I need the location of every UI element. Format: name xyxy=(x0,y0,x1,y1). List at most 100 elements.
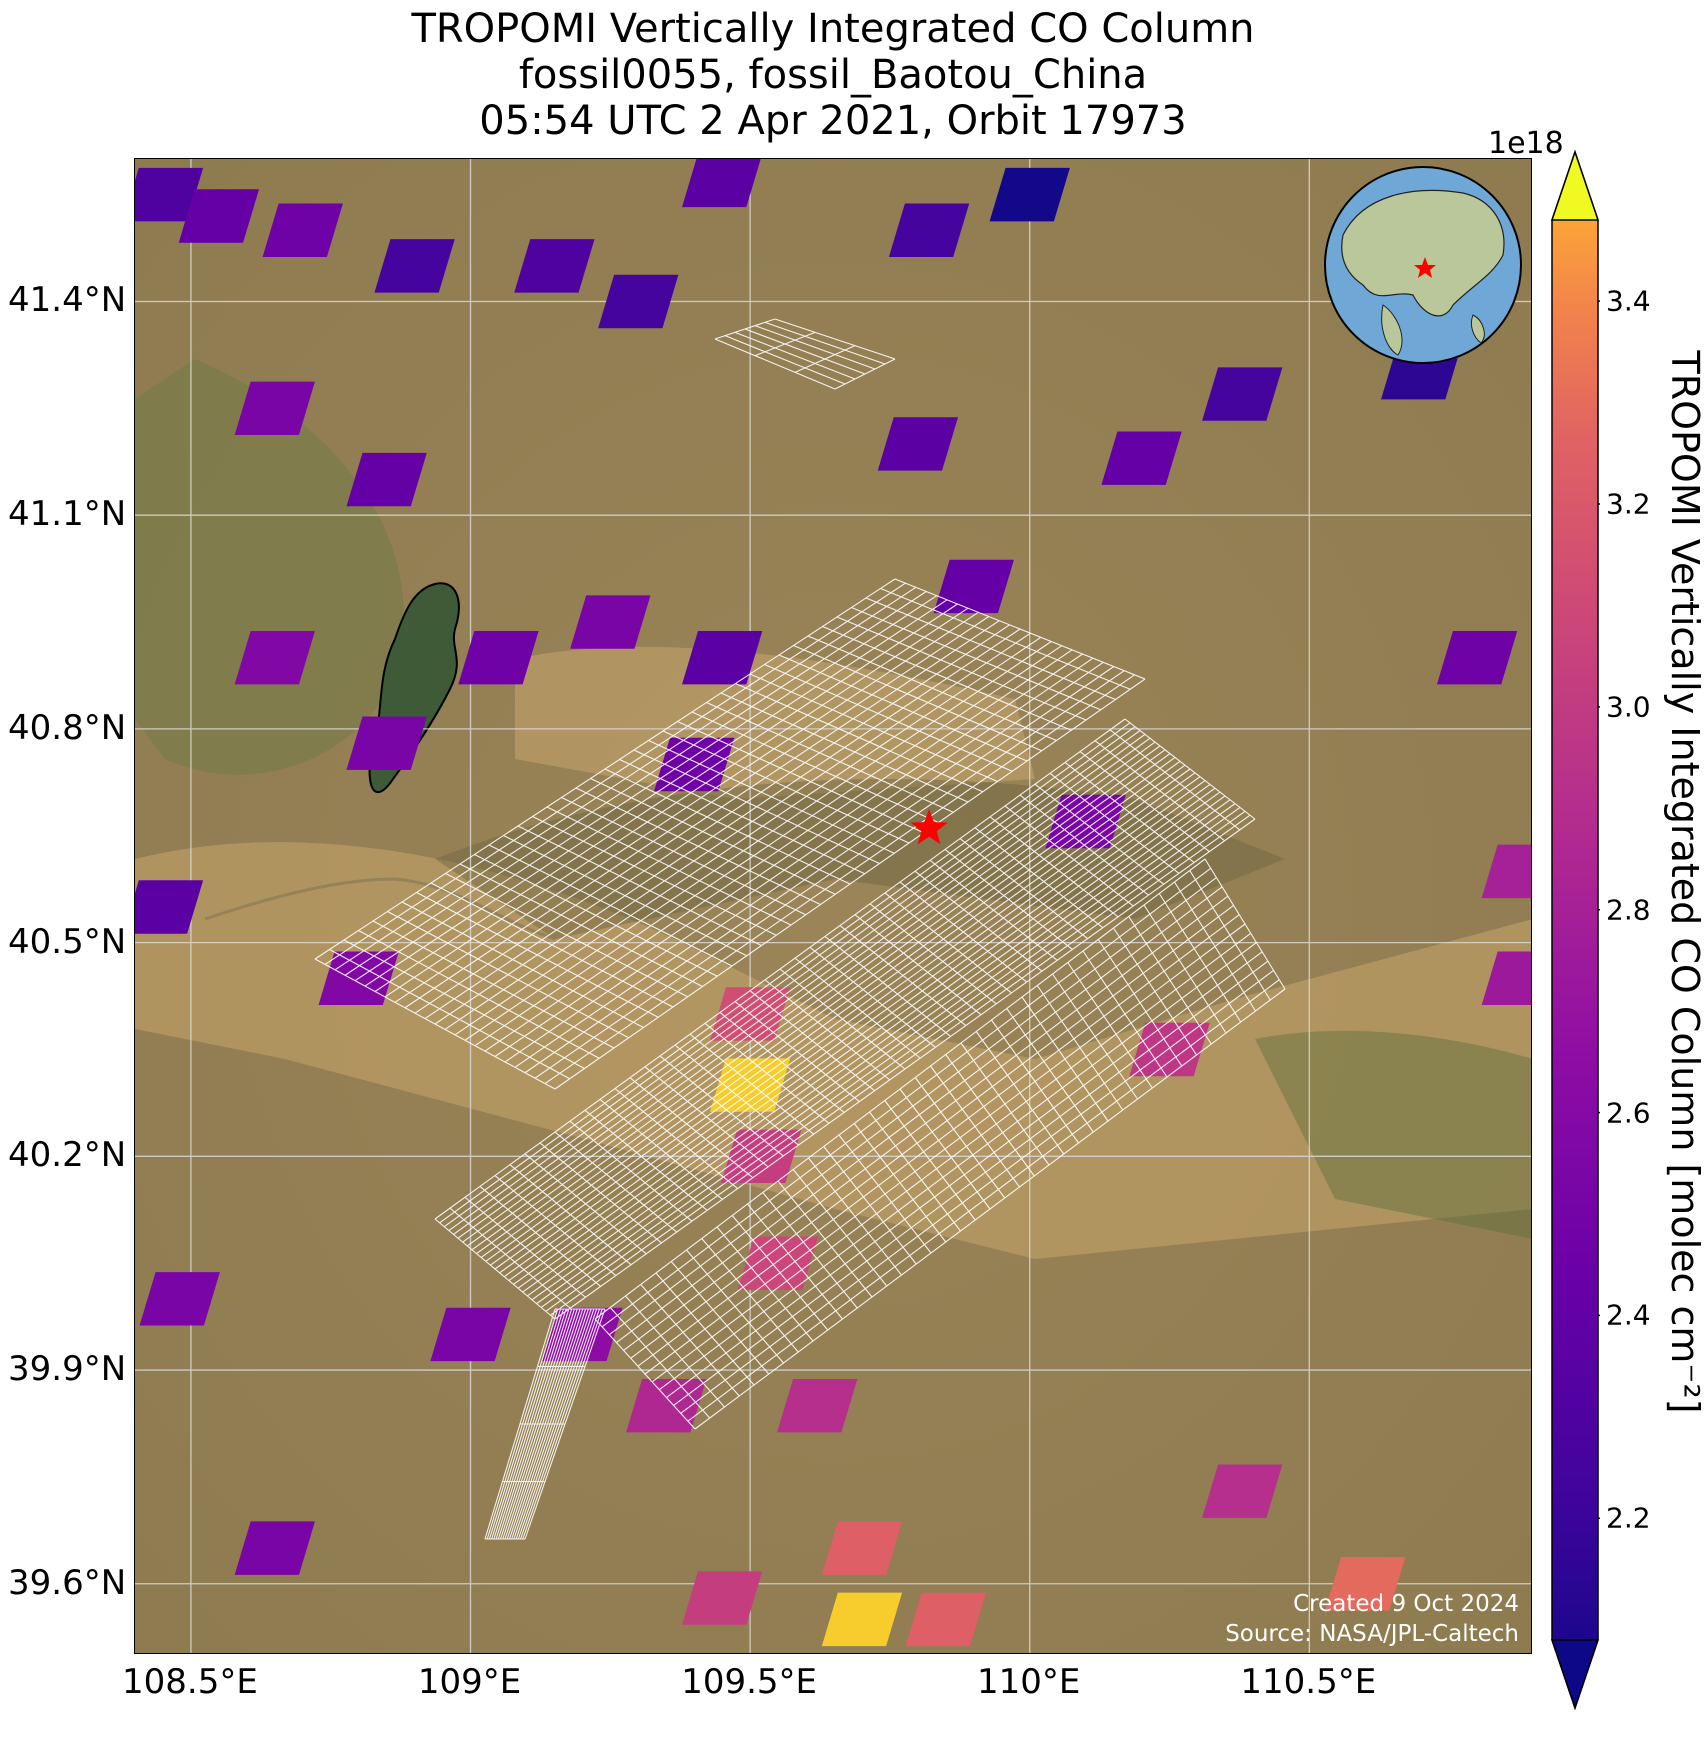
colorbar xyxy=(1550,150,1600,1710)
footprint-mesh-line xyxy=(616,886,1223,1344)
colorbar-tick-label: 2.8 xyxy=(1606,893,1651,927)
target-star-marker xyxy=(910,809,948,845)
footprint-mesh-line xyxy=(484,1308,556,1540)
footprint-mesh-line xyxy=(364,599,948,987)
co-pixel xyxy=(1481,844,1531,899)
footprint-mesh-line xyxy=(734,331,856,380)
colorbar-tick-label: 2.6 xyxy=(1606,1096,1651,1130)
co-pixel xyxy=(1202,1464,1283,1518)
map-panel: Created 9 Oct 2024 Source: NASA/JPL-Calt… xyxy=(134,158,1532,1654)
footprint-mesh-line xyxy=(503,776,1201,1278)
co-pixel xyxy=(458,630,539,685)
footprint-mesh-line xyxy=(834,358,896,390)
footprint-mesh-line xyxy=(448,730,1141,1231)
basemap-green-north xyxy=(135,359,404,775)
footprint-mesh-line xyxy=(439,722,1131,1224)
footprint-mesh-line xyxy=(524,1308,606,1540)
footprint-mesh-line xyxy=(630,904,1234,1359)
map-canvas xyxy=(135,159,1531,1653)
footprint-mesh-line xyxy=(494,653,1083,1057)
co-pixel xyxy=(346,452,427,507)
footprint-mesh-line xyxy=(531,799,1231,1301)
footprint-mesh-line xyxy=(754,331,816,357)
title-line-1: TROPOMI Vertically Integrated CO Column xyxy=(411,6,1255,52)
footprint-mesh-line xyxy=(466,745,1161,1247)
footprint-mesh-line xyxy=(608,877,1217,1336)
created-date-label: Created 9 Oct 2024 xyxy=(1293,1591,1519,1617)
basemap-desert-band xyxy=(135,842,1531,1259)
co-pixel xyxy=(178,189,260,243)
footprint-mesh-line xyxy=(594,858,1206,1320)
x-tick-label: 108.5°E xyxy=(121,1662,258,1702)
footprint-mesh-line xyxy=(514,661,1104,1068)
footprint-mesh-line xyxy=(522,1308,603,1540)
footprint-mesh-line xyxy=(490,764,1186,1266)
footprint-mesh-line xyxy=(480,757,1176,1258)
colorbar-tick-label: 3.0 xyxy=(1606,690,1651,724)
footprint-mesh-line xyxy=(526,795,1226,1297)
footprint-mesh-line xyxy=(394,611,979,1003)
co-pixel xyxy=(777,1378,858,1433)
y-tick-label: 41.1°N xyxy=(8,494,127,535)
colorbar-tick-label: 2.4 xyxy=(1606,1298,1651,1332)
co-pixel xyxy=(1325,1557,1406,1611)
colorbar-body xyxy=(1551,150,1599,1710)
footprint-mesh-line xyxy=(513,1308,592,1540)
co-pixel xyxy=(234,381,315,436)
footprint-mesh-line xyxy=(714,338,836,390)
co-pixel xyxy=(877,417,959,471)
footprint-mesh-line xyxy=(454,636,1042,1036)
footprint-mesh-line xyxy=(658,942,1257,1391)
y-tick-label: 39.9°N xyxy=(8,1349,127,1390)
footprint-mesh-line xyxy=(471,749,1166,1251)
colorbar-label: TROPOMI Vertically Integrated CO Column … xyxy=(1663,350,1707,1414)
title-line-2: fossil0055, fossil_Baotou_China xyxy=(518,52,1148,98)
x-tick-label: 110°E xyxy=(977,1662,1081,1702)
footprint-mesh-line xyxy=(443,726,1136,1228)
footprint-mesh-line xyxy=(462,741,1156,1243)
footprint-mesh-line xyxy=(754,325,876,370)
footprint-mesh-line xyxy=(554,818,1256,1320)
co-pixel xyxy=(682,1571,763,1625)
footprint-mesh-line xyxy=(508,780,1206,1281)
footprint-mesh-line xyxy=(500,1308,575,1540)
co-pixel xyxy=(1101,431,1182,485)
co-pixel xyxy=(234,630,315,685)
basemap-green-east xyxy=(1255,1030,1531,1239)
footprint-mesh-line xyxy=(536,803,1236,1305)
co-pixel xyxy=(888,203,970,257)
co-pixel xyxy=(514,239,595,293)
footprint-mesh-line xyxy=(517,787,1216,1289)
footprint-mesh-line xyxy=(434,718,1126,1220)
footprint-mesh-line xyxy=(554,678,1146,1090)
footprint-mesh-line xyxy=(404,616,990,1009)
co-pixel xyxy=(1202,367,1283,421)
footprint-mesh-line xyxy=(476,753,1171,1255)
footprint-mesh-line xyxy=(517,1308,598,1540)
inset-landmass-south xyxy=(1381,304,1403,356)
co-pixel xyxy=(821,1592,903,1647)
footprint-mesh-line xyxy=(485,760,1181,1262)
co-pixel xyxy=(234,1521,315,1575)
y-tick-label: 40.2°N xyxy=(8,1135,127,1176)
co-pixels xyxy=(135,159,1531,1647)
footprint-mesh-line xyxy=(354,595,937,982)
footprint-mesh-line xyxy=(744,328,866,375)
footprint-mesh-line xyxy=(522,791,1221,1293)
footprint-mesh-line xyxy=(414,620,1000,1014)
footprint-mesh-line xyxy=(424,624,1010,1020)
footprint-mesh xyxy=(314,318,1286,1540)
footprint-mesh-line xyxy=(484,649,1073,1052)
co-pixel xyxy=(346,716,427,770)
y-tick-label: 40.8°N xyxy=(8,707,127,748)
footprint-mesh-line xyxy=(374,603,958,992)
footprint-mesh-line xyxy=(515,1308,595,1540)
footprint-mesh-line xyxy=(334,586,917,971)
footprint-mesh-line xyxy=(673,960,1269,1406)
colorbar-bottom-extend xyxy=(1550,1639,1600,1710)
footprint-mesh-line xyxy=(544,674,1135,1085)
co-pixel xyxy=(430,1307,511,1362)
footprint-mesh-line xyxy=(540,807,1241,1308)
inset-globe xyxy=(1324,166,1522,364)
footprint-mesh-line xyxy=(493,1308,567,1540)
